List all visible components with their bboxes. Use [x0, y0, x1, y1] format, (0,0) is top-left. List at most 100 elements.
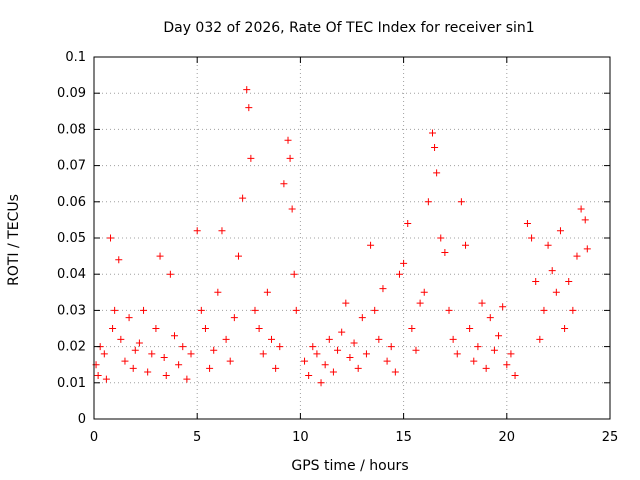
x-tick-label: 15 [395, 430, 412, 445]
data-point [243, 86, 251, 94]
data-point [115, 256, 123, 264]
grid-lines [94, 57, 610, 419]
data-point [313, 350, 321, 358]
data-point [387, 343, 395, 351]
data-point [214, 288, 222, 296]
data-point [301, 357, 309, 365]
data-point [166, 270, 174, 278]
data-point [395, 270, 403, 278]
data-point [218, 227, 226, 235]
data-point [528, 234, 536, 242]
data-point [179, 343, 187, 351]
data-point [441, 248, 449, 256]
data-point [280, 180, 288, 188]
y-tick-label: 0 [78, 412, 86, 427]
data-point [486, 314, 494, 322]
data-point [437, 234, 445, 242]
data-point [247, 154, 255, 162]
data-point [129, 364, 137, 372]
data-point [367, 241, 375, 249]
chart-title: Day 032 of 2026, Rate Of TEC Index for r… [163, 20, 534, 36]
data-point [490, 346, 498, 354]
data-point [511, 372, 519, 380]
data-point [259, 350, 267, 358]
data-point [404, 220, 412, 228]
y-tick-labels: 0 0.01 0.02 0.03 0.04 0.05 0.06 0.07 0.08 0.09 0.1 [57, 50, 86, 427]
x-tick-label: 5 [193, 430, 201, 445]
data-point [532, 277, 540, 285]
data-point [125, 314, 133, 322]
data-point [325, 335, 333, 343]
data-point [383, 357, 391, 365]
data-point [230, 314, 238, 322]
data-point [162, 372, 170, 380]
data-point [226, 357, 234, 365]
y-axis-label: ROTI / TECUs [6, 194, 22, 286]
data-point [358, 314, 366, 322]
data-point [263, 288, 271, 296]
y-tick-label: 0.06 [57, 195, 86, 210]
data-point [321, 361, 329, 369]
x-tick-label: 25 [602, 430, 619, 445]
data-point [193, 227, 201, 235]
y-tick-label: 0.05 [57, 231, 86, 246]
data-point [416, 299, 424, 307]
data-point [573, 252, 581, 260]
data-point [251, 306, 259, 314]
data-point [206, 364, 214, 372]
y-tick-label: 0.1 [65, 50, 86, 65]
data-point [334, 346, 342, 354]
data-point [109, 325, 117, 332]
data-point [482, 364, 490, 372]
y-tick-label: 0.09 [57, 86, 86, 101]
data-point [462, 241, 470, 249]
data-point [544, 241, 552, 249]
data-point [102, 375, 110, 383]
data-point [424, 198, 432, 206]
data-point [565, 277, 573, 285]
data-point [474, 343, 482, 351]
data-point [117, 335, 125, 343]
data-point [286, 154, 294, 162]
axis-ticks [93, 56, 611, 420]
data-point [431, 144, 439, 151]
y-tick-label: 0.03 [57, 303, 86, 318]
data-point [556, 227, 564, 235]
data-point [329, 368, 337, 376]
data-point [201, 325, 209, 332]
data-point [552, 288, 560, 296]
data-point [245, 104, 253, 112]
data-point [100, 350, 108, 358]
y-tick-label: 0.08 [57, 122, 86, 137]
data-point [255, 325, 263, 332]
data-point [379, 285, 387, 293]
data-point [290, 270, 298, 278]
data-point [135, 339, 143, 347]
data-point [548, 267, 556, 275]
data-point [342, 299, 350, 307]
data-point [478, 299, 486, 307]
data-point [536, 335, 544, 343]
data-point [400, 259, 408, 267]
data-point [309, 343, 317, 351]
data-point [449, 335, 457, 343]
x-tick-label: 0 [90, 430, 98, 445]
data-points [92, 86, 591, 387]
data-point [170, 332, 178, 340]
data-point [412, 346, 420, 354]
data-point [507, 350, 515, 358]
data-point [338, 328, 346, 336]
data-point [144, 368, 152, 376]
data-point [346, 353, 354, 361]
data-point [466, 325, 474, 332]
data-point [187, 350, 195, 358]
data-point [391, 368, 399, 376]
y-tick-label: 0.04 [57, 267, 86, 282]
x-axis-label: GPS time / hours [291, 458, 408, 474]
data-point [581, 216, 589, 224]
data-point [152, 325, 160, 332]
data-point [156, 252, 164, 260]
data-point [503, 361, 511, 369]
data-point [540, 306, 548, 314]
data-point [569, 306, 577, 314]
